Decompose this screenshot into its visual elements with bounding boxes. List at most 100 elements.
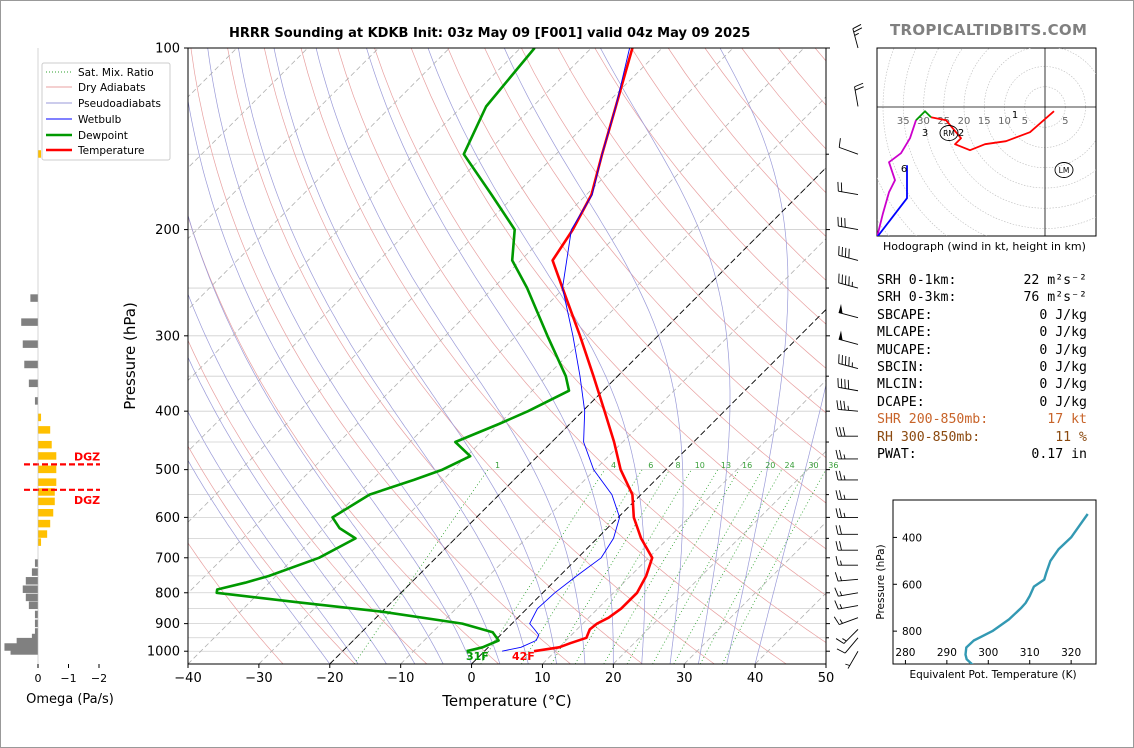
moist-adiabat	[188, 356, 387, 664]
wind-barb	[836, 400, 859, 412]
surface-dewpoint-label: 31F	[466, 650, 489, 663]
index-key: MLCIN:	[877, 377, 925, 393]
index-value: 17 kt	[1047, 412, 1087, 428]
theta-e-y-axis-label: Pressure (hPa)	[875, 544, 887, 619]
barb-half	[839, 576, 842, 581]
barb-staff	[844, 637, 859, 654]
index-row: DCAPE: 0 J/kg	[877, 395, 1087, 412]
moist-adiabat	[188, 293, 416, 664]
omega-bar	[38, 497, 55, 506]
index-row: RH 300-850mb: 11 %	[877, 430, 1087, 447]
mixing-ratio-line	[521, 469, 643, 664]
wind-barb	[835, 427, 858, 437]
skewt-axis-ticks: −40 −30 −20 −10 0 10 20 30 40 50 1000 900 800 700 600 5…	[147, 42, 834, 687]
x-tick-label: 0	[467, 671, 475, 686]
index-row: MLCAPE: 0 J/kg	[877, 325, 1087, 342]
x-tick-label: −20	[316, 671, 343, 686]
hodo-lm-marker	[1054, 162, 1074, 178]
y-tick-label: 300	[155, 329, 180, 344]
isotherm	[542, 379, 826, 664]
wind-barbs	[833, 24, 864, 669]
isotherm-minus-20	[329, 167, 826, 664]
barb-half	[847, 405, 849, 411]
barb-full	[839, 449, 842, 460]
barb-half	[843, 494, 846, 500]
omega-bar	[4, 643, 38, 651]
omega-bar	[31, 633, 38, 642]
barb-staff	[838, 312, 859, 319]
skewt-legend: Sat. Mix. Ratio Dry Adiabats Pseudoadiab…	[41, 62, 171, 161]
hodo-segment	[930, 110, 1055, 152]
barb-full	[852, 24, 862, 30]
x-tick-label: −30	[245, 671, 272, 686]
barb-half	[845, 663, 850, 666]
omega-axis-ticks: 0 −1 −2	[35, 664, 107, 685]
mixing-ratio-label: 20	[765, 461, 775, 470]
index-row: MLCIN: 0 J/kg	[877, 377, 1087, 394]
barb-full	[839, 508, 842, 518]
index-key: SRH 0-3km:	[877, 290, 957, 306]
barb-staff	[843, 629, 859, 644]
omega-bar	[28, 601, 38, 610]
hodograph-caption: Hodograph (wind in kt, height in km)	[883, 240, 1086, 253]
hodo-ring-label: 5	[1062, 116, 1068, 127]
dry-adiabat	[594, 48, 826, 325]
barb-full	[853, 27, 863, 33]
x-tick-label: −10	[387, 671, 414, 686]
barb-full	[835, 490, 839, 500]
hodo-ring-label: 10	[998, 116, 1011, 127]
omega-bar	[22, 340, 38, 348]
dry-adiabat	[188, 445, 356, 664]
barb-full	[834, 587, 839, 597]
legend-label-mixing: Sat. Mix. Ratio	[78, 67, 154, 79]
wind-barb	[845, 650, 859, 669]
x-tick-label: 50	[818, 671, 835, 686]
isotherm	[188, 48, 663, 523]
dry-adiabat	[300, 48, 787, 664]
dry-adiabat	[557, 48, 826, 369]
barb-half	[854, 32, 859, 36]
dry-adiabat	[188, 542, 284, 664]
x-tick-label: 40	[747, 671, 764, 686]
te-y-tick-label: 800	[902, 626, 922, 638]
dry-adiabat	[188, 215, 499, 664]
y-tick-label: 400	[155, 405, 180, 420]
omega-x-tick-label: −2	[91, 672, 107, 685]
barb-full	[839, 427, 842, 437]
hodo-height-label: 9	[856, 176, 862, 187]
barb-full	[835, 638, 845, 644]
skewt-x-axis-label: Temperature (°C)	[441, 692, 571, 710]
isotherm	[471, 308, 826, 664]
theta-e-border	[892, 499, 1097, 665]
barb-staff	[839, 146, 859, 155]
barb-staff	[847, 650, 859, 669]
moist-adiabat	[719, 48, 789, 664]
chart-title: HRRR Sounding at KDKB Init: 03z May 09 […	[229, 26, 751, 41]
barb-full	[839, 470, 842, 481]
wind-barb	[838, 246, 859, 261]
index-row: SBCAPE: 0 J/kg	[877, 308, 1087, 325]
hodo-lm-label: LM	[1059, 166, 1070, 175]
index-key: DCAPE:	[877, 394, 925, 410]
index-value: 0 J/kg	[1039, 377, 1087, 393]
skewt-plot-border	[187, 47, 827, 665]
omega-bar	[22, 585, 38, 593]
mixing-ratio-label: 30	[808, 461, 818, 470]
wind-barb	[838, 138, 859, 155]
surface-temperature-label: 42F	[512, 650, 535, 663]
dry-adiabat	[410, 48, 826, 550]
index-key: SBCAPE:	[877, 307, 933, 323]
mixing-ratio-label: 36	[828, 461, 838, 470]
profile-dewpoint	[215, 48, 571, 653]
wind-barb	[838, 330, 859, 345]
omega-bar	[38, 508, 54, 517]
wind-barb	[835, 449, 858, 460]
hodo-height-label: 6	[901, 164, 907, 175]
barb-full	[833, 616, 840, 625]
theta-e-line	[964, 513, 1089, 664]
omega-bar	[34, 619, 38, 628]
moist-adiabat	[366, 48, 614, 664]
wind-barb	[835, 541, 858, 551]
barb-half	[839, 603, 843, 609]
mixing-ratio-label: 13	[721, 461, 731, 470]
